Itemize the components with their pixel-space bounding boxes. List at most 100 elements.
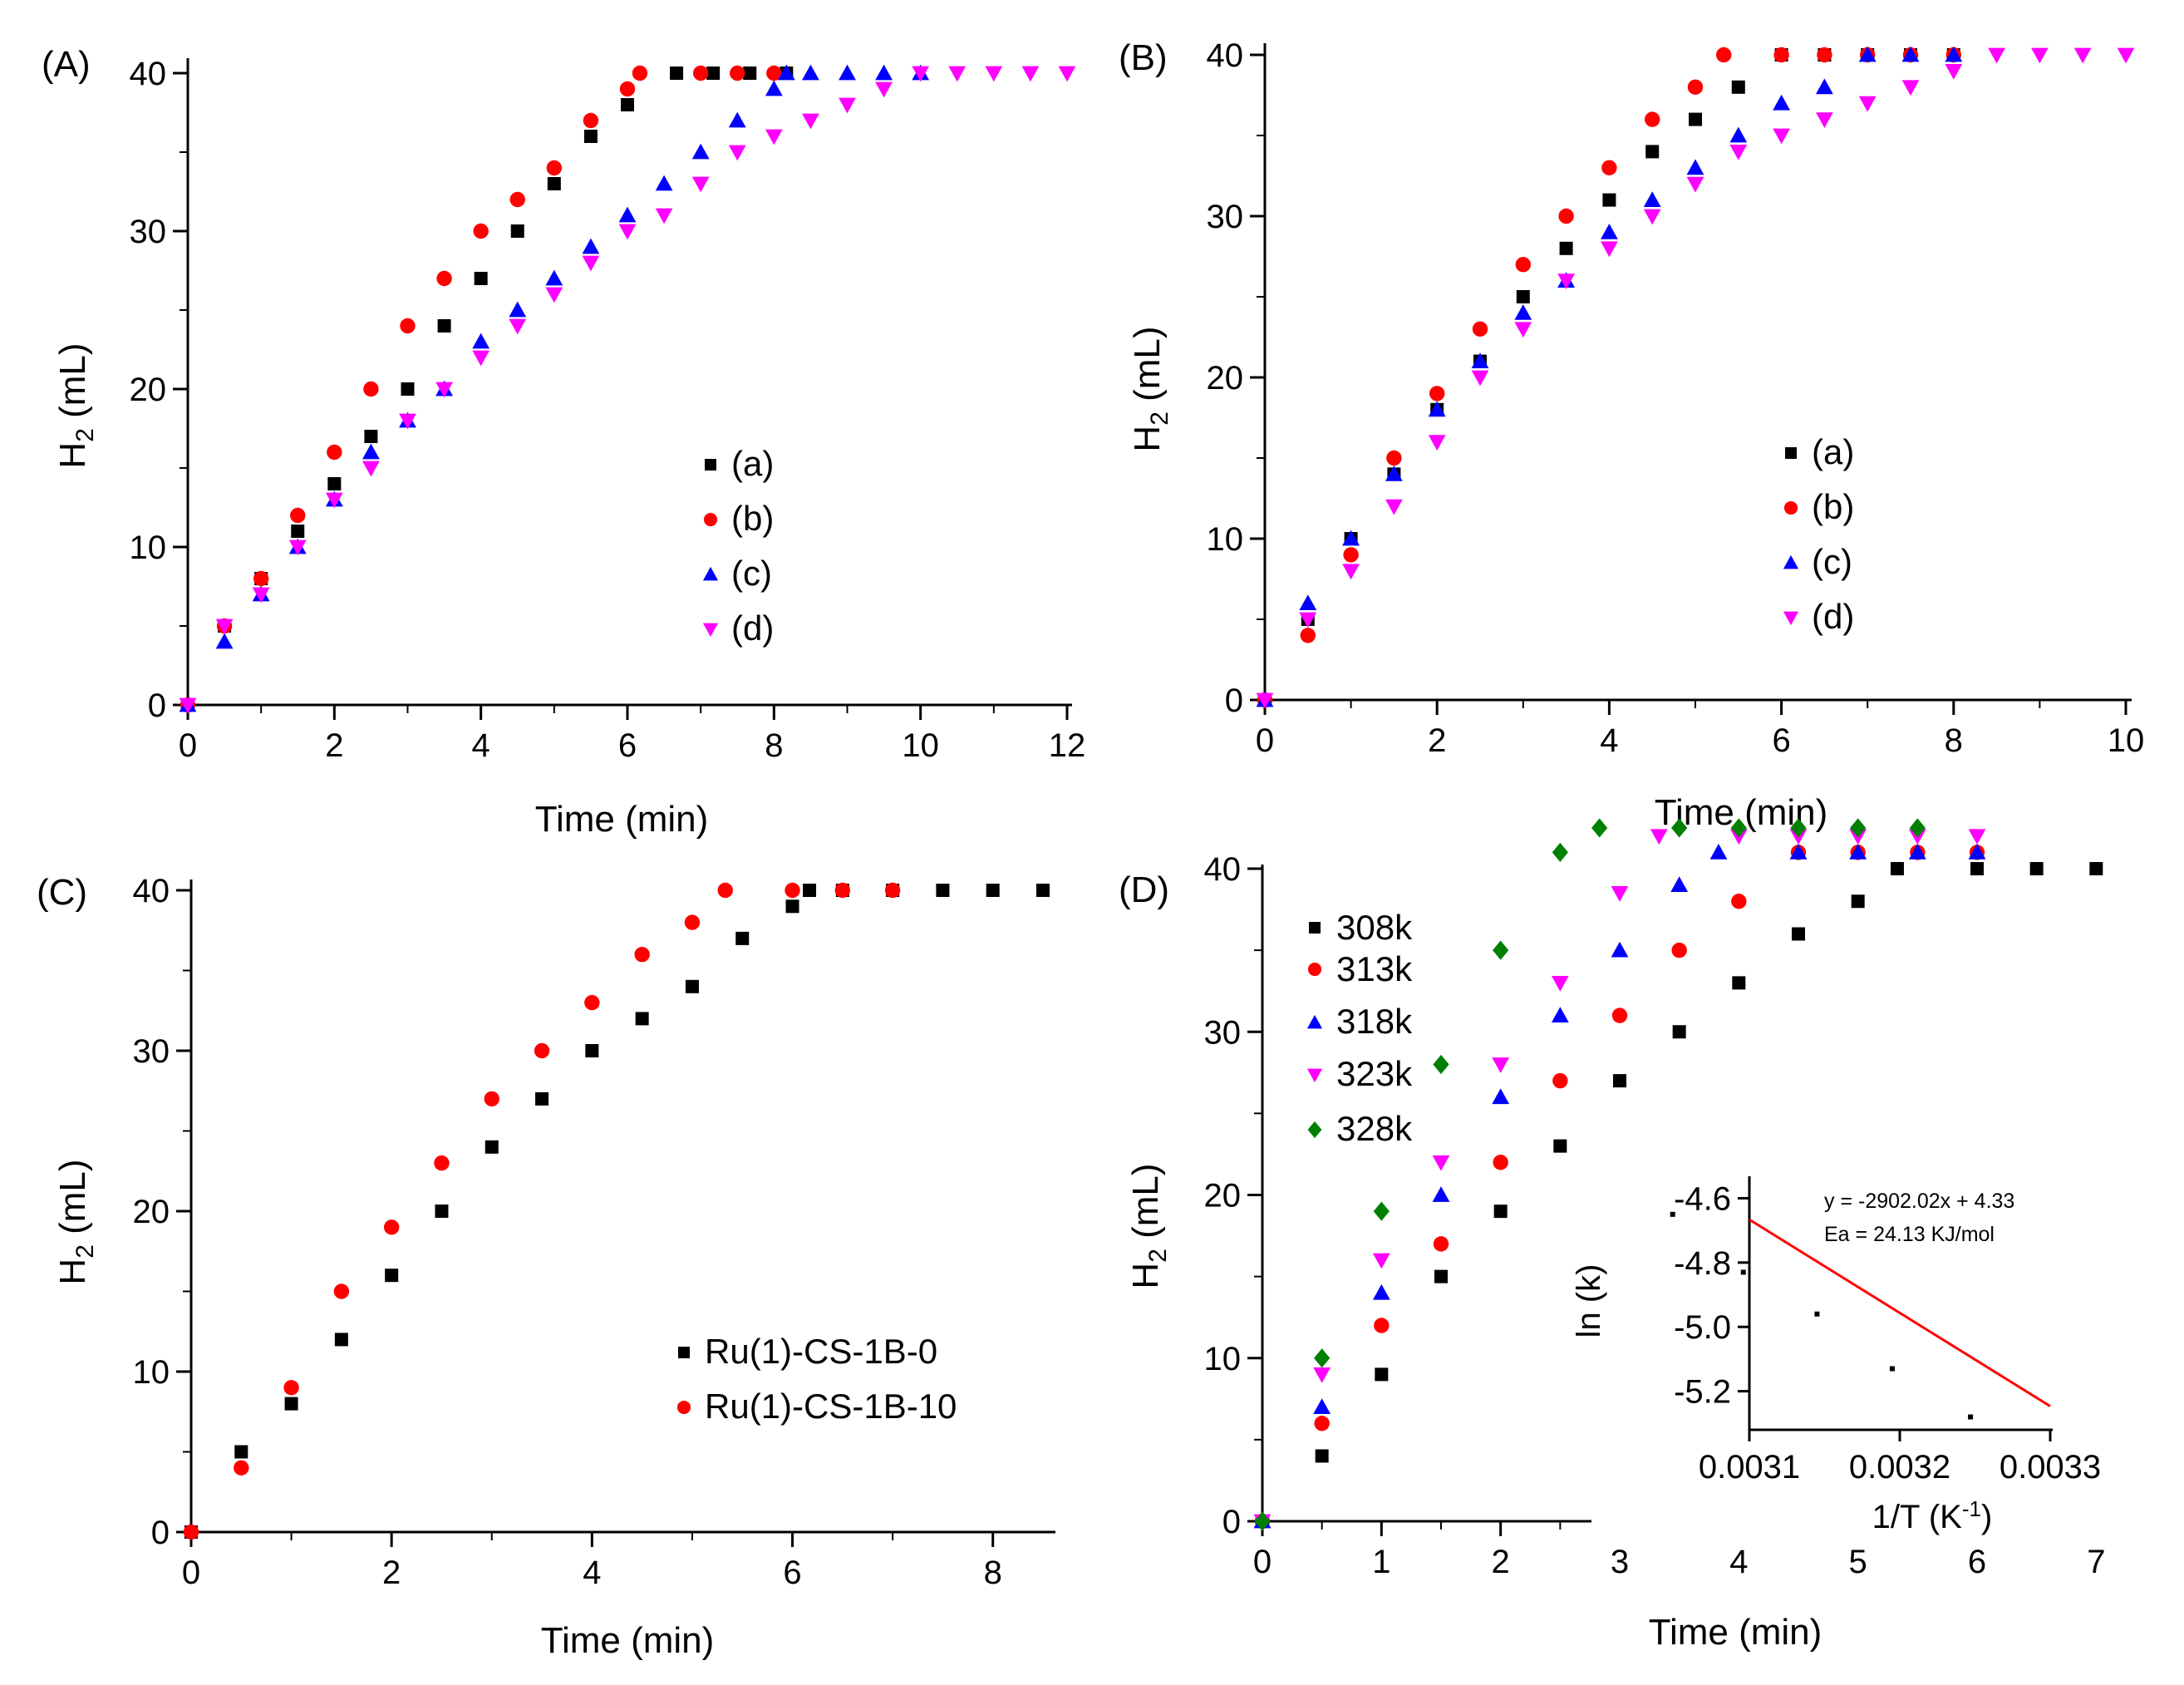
data-point bbox=[473, 223, 489, 239]
inset-fit-line bbox=[1749, 1218, 2051, 1407]
data-point bbox=[1731, 894, 1747, 909]
data-point bbox=[179, 697, 197, 714]
legend-marker bbox=[702, 623, 719, 638]
data-point bbox=[802, 113, 819, 130]
panel-c-label: (C) bbox=[37, 872, 87, 913]
data-point bbox=[583, 112, 599, 129]
data-point bbox=[618, 206, 637, 223]
data-point bbox=[655, 208, 673, 224]
data-point bbox=[383, 1219, 400, 1235]
data-point bbox=[1432, 1155, 1450, 1171]
data-point bbox=[1372, 1253, 1390, 1269]
legend-label: 308k bbox=[1336, 908, 1413, 947]
data-point bbox=[1988, 47, 2005, 64]
data-point bbox=[362, 443, 380, 460]
x-tick-label: 1 bbox=[1372, 1544, 1390, 1580]
data-point bbox=[1645, 145, 1660, 159]
data-point bbox=[1689, 112, 1702, 126]
inset-marks bbox=[1670, 1211, 2051, 1420]
data-point bbox=[1901, 46, 1920, 62]
data-point bbox=[509, 301, 527, 318]
data-point bbox=[619, 81, 636, 97]
data-point bbox=[399, 413, 416, 430]
legend-label: (b) bbox=[1812, 487, 1854, 526]
data-point bbox=[1670, 876, 1689, 893]
legend-label: (d) bbox=[731, 608, 774, 648]
x-tick-label: 2 bbox=[325, 727, 343, 764]
legend-label: (b) bbox=[731, 499, 774, 538]
panel-c-marks bbox=[183, 882, 1050, 1540]
legend-marker bbox=[702, 566, 719, 581]
legend-marker bbox=[1307, 1121, 1322, 1139]
data-point bbox=[1792, 927, 1805, 941]
data-point bbox=[1773, 94, 1790, 111]
panel-a-y-title: H2 (mL) bbox=[52, 342, 99, 468]
panel-a-label: (A) bbox=[42, 44, 91, 85]
y-tick-label: 30 bbox=[1204, 1014, 1242, 1051]
legend-label: Ru(1)-CS-1B-0 bbox=[705, 1332, 937, 1371]
data-point bbox=[1386, 450, 1402, 466]
data-point bbox=[1299, 612, 1317, 628]
data-point bbox=[1492, 1057, 1510, 1073]
panel-a-marks bbox=[179, 64, 1076, 714]
data-point bbox=[621, 98, 634, 111]
data-point bbox=[582, 255, 600, 272]
data-point bbox=[546, 160, 563, 176]
legend-marker bbox=[1309, 922, 1321, 934]
data-point bbox=[1514, 304, 1532, 320]
panel-b-label: (B) bbox=[1119, 37, 1168, 78]
panel-d-label: (D) bbox=[1119, 870, 1169, 910]
data-point bbox=[484, 1091, 499, 1107]
data-point bbox=[685, 979, 699, 993]
data-point bbox=[1313, 1398, 1331, 1415]
data-point bbox=[291, 525, 305, 538]
panel-d-axes: 0 1 2 3 4 5 6 7 0 10 20 30 40 bbox=[1204, 851, 2132, 1580]
data-point bbox=[1851, 894, 1865, 909]
data-point bbox=[183, 1524, 199, 1540]
data-point bbox=[670, 67, 684, 80]
data-point bbox=[547, 177, 561, 190]
data-point bbox=[472, 350, 490, 367]
panel-a-legend: (a) (b) (c) (d) bbox=[731, 444, 774, 648]
data-point bbox=[584, 994, 600, 1011]
data-point bbox=[1343, 547, 1359, 563]
data-point bbox=[728, 111, 746, 128]
data-point bbox=[1551, 975, 1569, 992]
legend-marker bbox=[705, 459, 716, 471]
data-point bbox=[766, 65, 782, 81]
data-point bbox=[1591, 818, 1608, 838]
data-point bbox=[1731, 80, 1745, 94]
data-point bbox=[1385, 466, 1403, 481]
y-tick-label: 20 bbox=[133, 1194, 170, 1230]
inset-axes: 0.0031 0.0032 0.0033 -4.6 -4.8 -5.0 -5.2 bbox=[1591, 1164, 2132, 1546]
y-tick-label: 40 bbox=[1204, 851, 1242, 888]
x-tick-label: 4 bbox=[583, 1554, 601, 1591]
data-point bbox=[1300, 628, 1316, 643]
x-tick-label: 10 bbox=[2108, 722, 2145, 759]
data-point bbox=[1687, 79, 1704, 96]
legend-marker bbox=[1306, 1014, 1323, 1029]
panel-a-axes: 0 2 4 6 8 10 12 0 10 20 30 40 bbox=[130, 56, 1086, 764]
legend-label: 313k bbox=[1336, 949, 1413, 988]
data-point bbox=[385, 1269, 399, 1283]
inset-data-point bbox=[1740, 1269, 1746, 1275]
data-point bbox=[327, 444, 342, 461]
x-tick-label: 6 bbox=[1772, 722, 1790, 759]
data-point bbox=[1314, 1416, 1330, 1431]
data-point bbox=[290, 507, 306, 524]
data-point bbox=[632, 65, 648, 81]
data-point bbox=[1552, 842, 1568, 862]
legend-marker bbox=[1307, 962, 1322, 977]
data-point bbox=[1732, 976, 1746, 990]
data-point bbox=[1433, 1236, 1449, 1252]
panel-a: (A) 0 2 4 6 8 10 12 0 10 20 30 40 (a) (b) (c) (d) T… bbox=[42, 44, 1085, 840]
panel-d-marks bbox=[1253, 818, 2103, 1531]
data-point bbox=[1729, 126, 1748, 143]
legend-marker bbox=[676, 1400, 691, 1415]
data-point bbox=[436, 270, 452, 287]
data-point bbox=[655, 175, 673, 191]
data-point bbox=[1730, 818, 1747, 838]
data-point bbox=[510, 224, 524, 238]
data-point bbox=[1601, 241, 1618, 258]
data-point bbox=[1709, 843, 1728, 860]
